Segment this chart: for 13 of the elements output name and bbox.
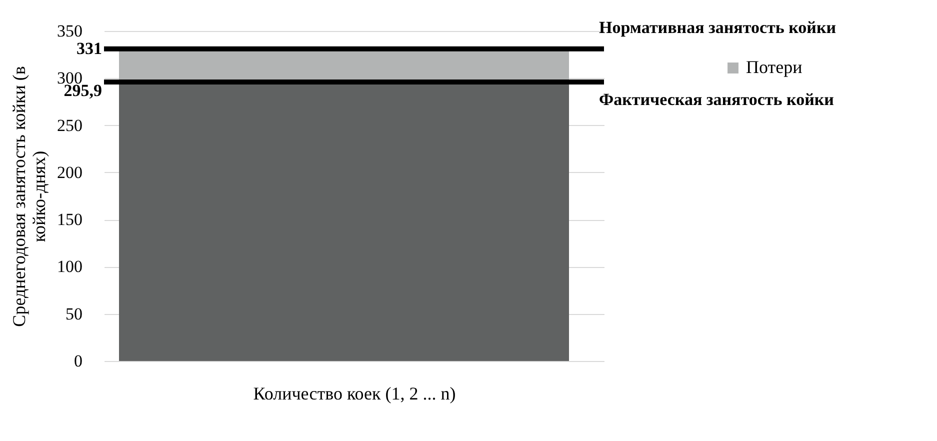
y-axis-title: Среднегодовая занятость койки (в койко-днях) <box>9 66 49 327</box>
text: 331 <box>76 38 102 58</box>
y-tick-label: 50 <box>66 304 82 324</box>
y-tick-label: 200 <box>57 162 82 182</box>
x-axis-title: Количество коек (1, 2 ... n) <box>253 384 456 404</box>
y-tick-label: 250 <box>57 116 82 135</box>
y-tick-label: 150 <box>57 210 82 230</box>
y-tick-label: 0 <box>74 352 82 370</box>
ref-line-label: Фактическая занятость койки <box>599 90 834 110</box>
y-tick-label: 350 <box>57 22 82 40</box>
ref-line-label: Нормативная занятость койки <box>599 18 836 37</box>
y-tick-label: 100 <box>57 257 82 276</box>
legend-label: Потери <box>746 57 803 77</box>
